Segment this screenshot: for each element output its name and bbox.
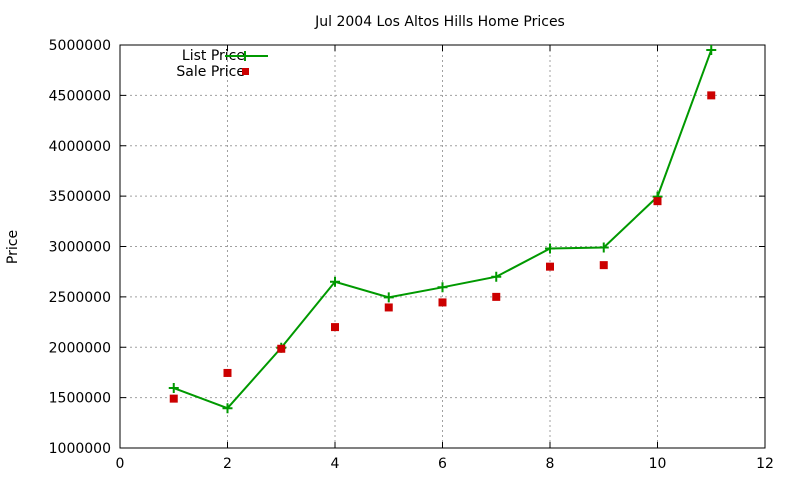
sale-price-point [384, 303, 393, 312]
sale-price-point [546, 262, 554, 271]
list-price-point [437, 282, 448, 293]
legend-marker-sale-price [242, 68, 249, 75]
sale-price-point [599, 261, 608, 270]
sale-price-point [438, 298, 447, 307]
legend-label-sale-price: Sale Price [176, 64, 245, 80]
y-tick-label: 3500000 [49, 189, 111, 205]
legend: List Price Sale Price [176, 48, 268, 80]
x-tick-label: 12 [756, 456, 774, 472]
y-tick-label: 4000000 [49, 139, 111, 155]
y-tick-label: 5000000 [49, 38, 111, 54]
sale-price-point [492, 292, 501, 301]
list-price-line [173, 49, 713, 410]
chart-title: Jul 2004 Los Altos Hills Home Prices [314, 14, 565, 30]
data-series [168, 45, 717, 414]
x-tick-label: 8 [546, 456, 555, 472]
sale-price-point [331, 323, 339, 332]
list-price-point [168, 383, 179, 394]
legend-label-list-price: List Price [182, 48, 245, 64]
axis-ticks: 0 2 4 6 8 10 12 1000000 1500000 2000000 2500000 300… [49, 38, 774, 472]
y-tick-label: 1000000 [49, 441, 111, 457]
sale-price-point [707, 91, 716, 100]
sale-price-point [169, 394, 178, 403]
x-tick-label: 10 [649, 456, 667, 472]
legend-marker-list-price [240, 51, 250, 61]
sale-price-point [223, 368, 232, 377]
y-axis-label: Price [5, 230, 21, 264]
x-tick-label: 6 [438, 456, 447, 472]
list-price-point [222, 403, 233, 414]
y-tick-label: 2500000 [49, 290, 111, 306]
list-price-point [598, 242, 609, 253]
y-tick-label: 3000000 [49, 240, 111, 256]
grid-lines [120, 45, 765, 448]
y-tick-label: 4500000 [49, 88, 111, 104]
x-tick-label: 2 [223, 456, 232, 472]
series-sale-price [169, 91, 716, 403]
list-price-point [383, 292, 394, 303]
list-price-point [706, 45, 717, 56]
x-tick-label: 0 [116, 456, 125, 472]
list-price-point [491, 271, 502, 282]
list-price-point [330, 276, 340, 287]
sale-price-point [277, 344, 286, 353]
list-price-point [545, 243, 555, 254]
x-tick-label: 4 [331, 456, 340, 472]
y-tick-label: 1500000 [49, 391, 111, 407]
series-list-price [168, 45, 717, 414]
sale-price-point [653, 197, 662, 206]
y-tick-label: 2000000 [49, 340, 111, 356]
